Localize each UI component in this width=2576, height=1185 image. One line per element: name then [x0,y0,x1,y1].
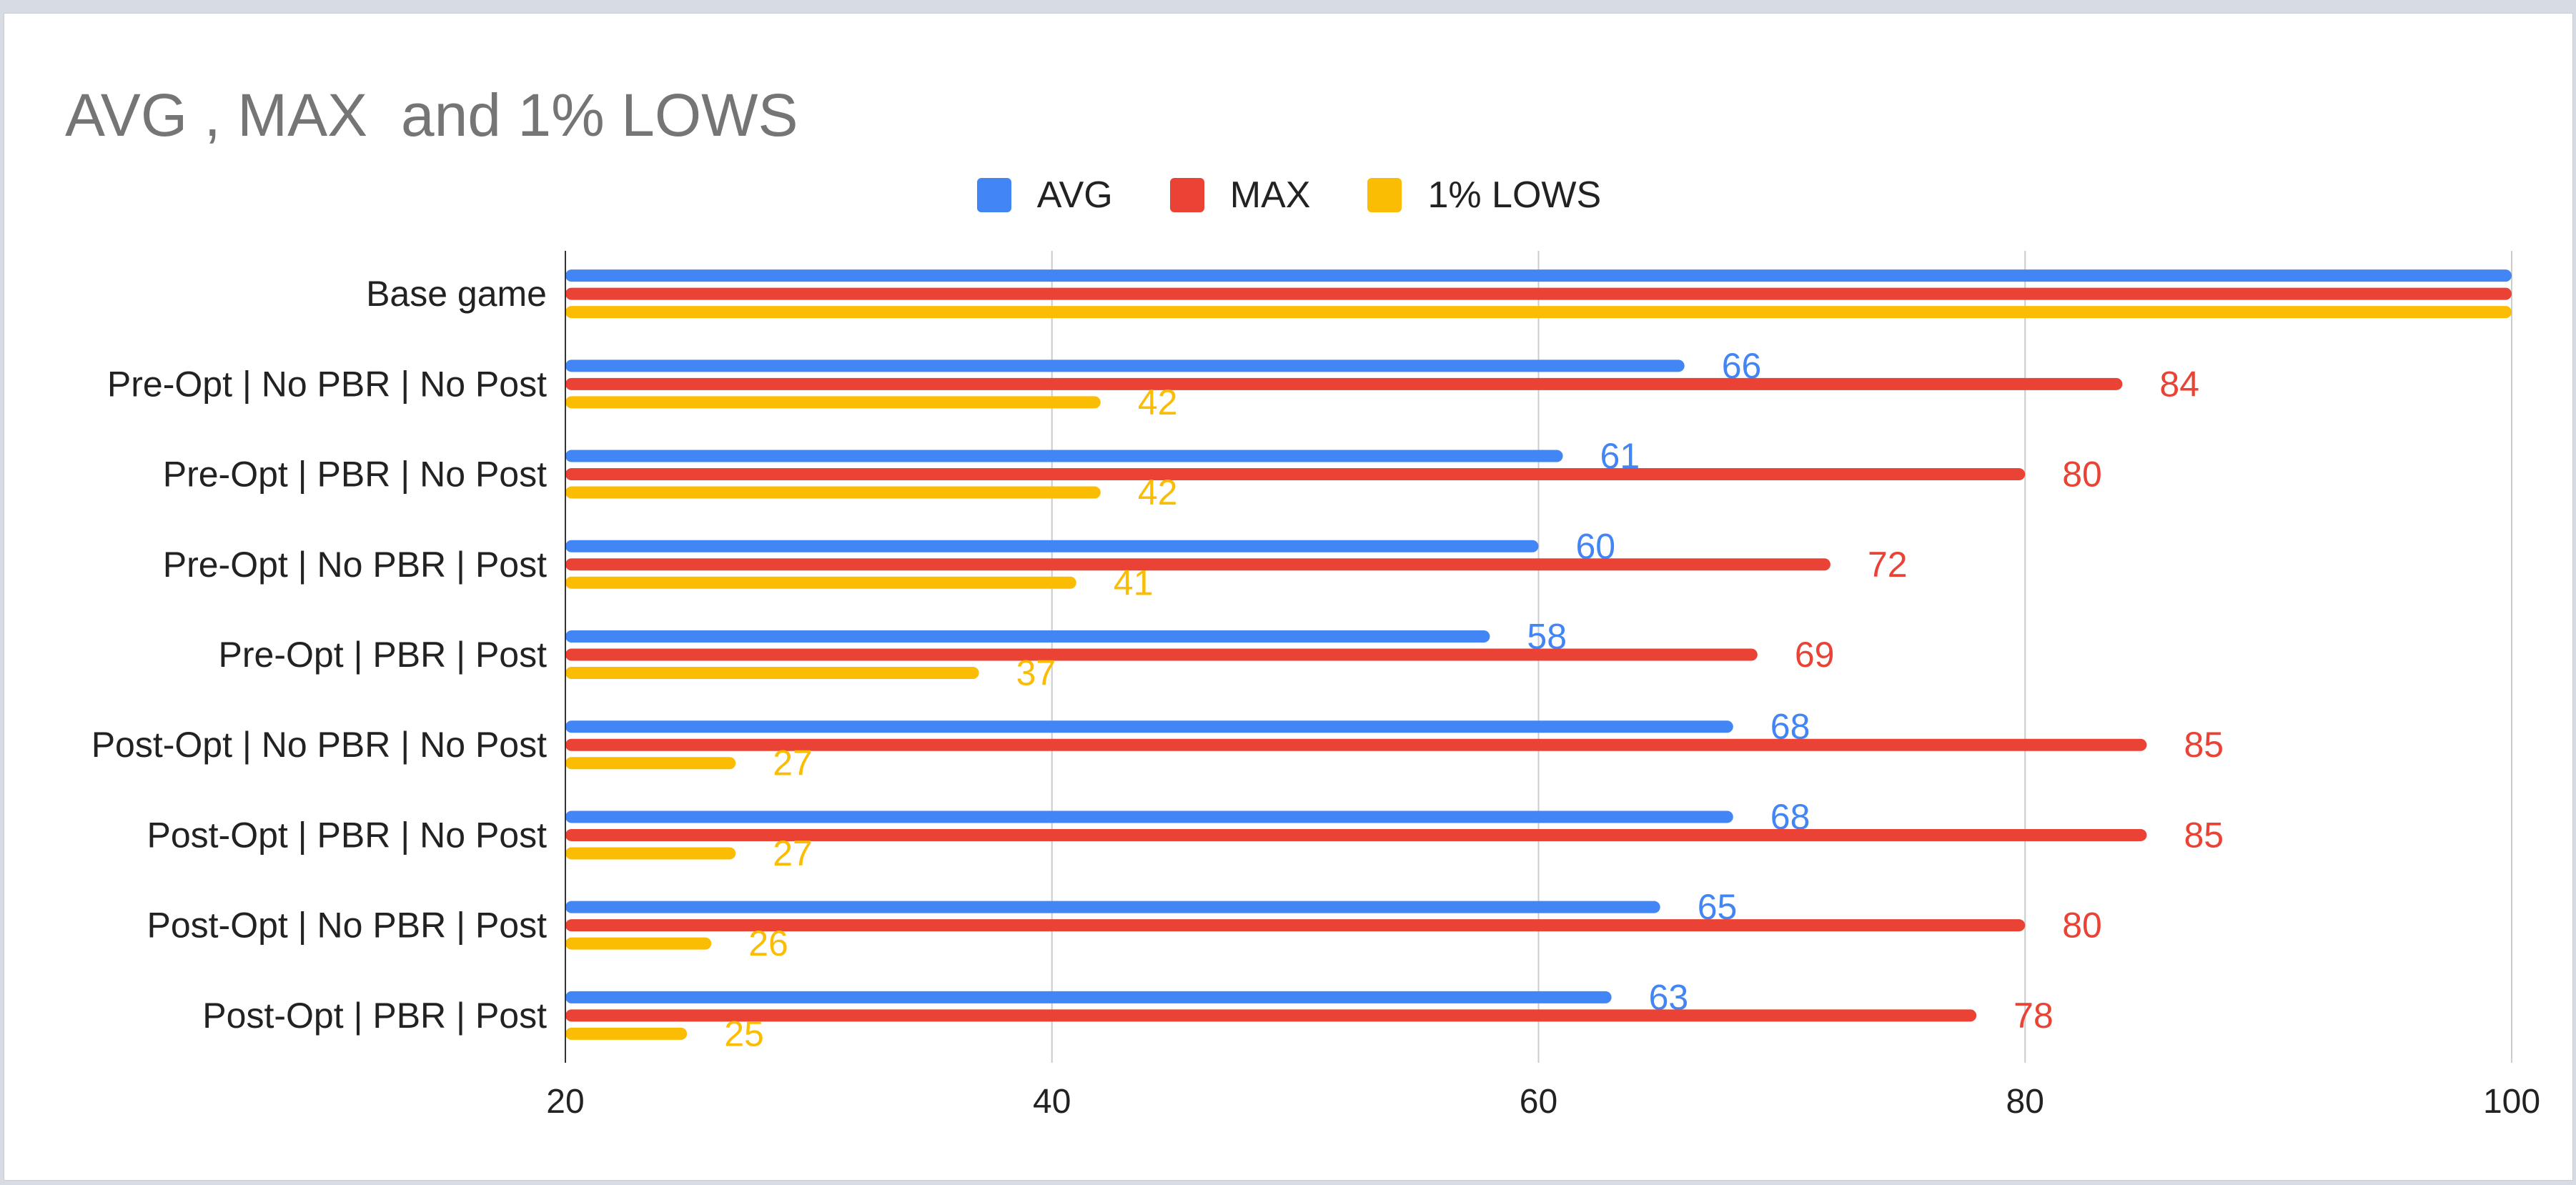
chart-legend: AVG MAX 1% LOWS [4,174,2574,217]
x-tick-label: 100 [2483,1083,2540,1121]
legend-label-avg: AVG [1036,174,1113,216]
bar-max[interactable] [565,558,1831,571]
data-label: 85 [2184,815,2224,855]
bar-max[interactable] [565,1009,1977,1022]
legend-swatch-avg [976,178,1011,212]
bar-1-lows[interactable] [565,757,736,770]
bar-max[interactable] [565,468,2026,481]
bar-max[interactable] [565,377,2123,390]
x-tick-label: 80 [2006,1083,2044,1121]
legend-swatch-lows [1367,178,1402,212]
data-label: 84 [2159,364,2199,404]
data-label: 78 [2013,996,2054,1036]
bar-1-lows[interactable] [565,576,1076,589]
bar-avg[interactable] [565,991,1612,1003]
data-label: 26 [748,923,788,963]
data-label: 27 [773,743,813,783]
bar-1-lows[interactable] [565,937,712,950]
bar-avg[interactable] [565,810,1733,823]
bar-1-lows[interactable] [565,1027,688,1040]
category-label: Pre-Opt | No PBR | Post [163,545,547,585]
bar-avg[interactable] [565,630,1490,643]
chart-title: AVG , MAX and 1% LOWS [65,81,798,149]
data-label: 69 [1795,635,1835,675]
bar-max[interactable] [565,828,2147,841]
category-label: Pre-Opt | PBR | Post [219,635,548,675]
x-tick-label: 40 [1033,1083,1071,1121]
data-label: 25 [724,1013,764,1053]
bar-avg[interactable] [565,540,1539,552]
data-label: 72 [1868,545,1908,585]
bar-max[interactable] [565,648,1758,661]
legend-swatch-max [1169,178,1204,212]
bar-avg[interactable] [565,269,2512,282]
bar-avg[interactable] [565,720,1733,733]
bar-1-lows[interactable] [565,306,2512,319]
bar-1-lows[interactable] [565,667,979,679]
bar-max[interactable] [565,287,2512,300]
bar-avg[interactable] [565,450,1563,462]
bar-1-lows[interactable] [565,396,1101,409]
category-label: Post-Opt | No PBR | Post [147,906,548,946]
data-label: 37 [1016,653,1056,693]
category-label: Post-Opt | PBR | No Post [147,815,548,855]
bar-avg[interactable] [565,360,1685,372]
category-label: Post-Opt | PBR | Post [202,996,547,1036]
category-label: Pre-Opt | No PBR | No Post [107,364,547,404]
data-label: 41 [1114,562,1154,603]
data-label: 80 [2062,906,2102,946]
x-tick-label: 20 [546,1083,584,1121]
bar-avg[interactable] [565,901,1660,913]
legend-label-max: MAX [1229,174,1311,216]
data-label: 85 [2184,725,2224,765]
category-label: Base game [366,274,547,314]
chart-card: AVG , MAX and 1% LOWS AVG MAX 1% LOWS 20… [4,13,2573,1181]
bar-1-lows[interactable] [565,847,736,860]
legend-item-max[interactable]: MAX [1169,174,1311,217]
data-label: 42 [1138,382,1178,422]
legend-label-lows: 1% LOWS [1427,174,1602,216]
bar-max[interactable] [565,738,2147,751]
legend-item-avg[interactable]: AVG [976,174,1113,217]
legend-item-lows[interactable]: 1% LOWS [1367,174,1601,217]
category-label: Pre-Opt | PBR | No Post [163,455,547,495]
bar-1-lows[interactable] [565,486,1101,499]
data-label: 80 [2062,455,2102,495]
x-tick-label: 60 [1520,1083,1557,1121]
bar-max[interactable] [565,919,2026,932]
category-label: Post-Opt | No PBR | No Post [91,725,547,765]
data-label: 27 [773,833,813,873]
bar-chart: 20 40 60 80 100 Base game Pre-Opt | No PBR | N… [91,251,2540,1121]
data-label: 42 [1138,472,1178,512]
